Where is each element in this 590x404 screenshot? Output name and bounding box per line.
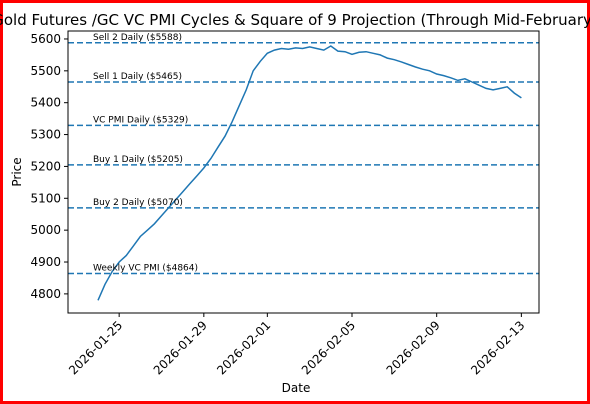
- level-label: Sell 2 Daily ($5588): [93, 33, 182, 43]
- level-label: Weekly VC PMI ($4864): [93, 263, 198, 273]
- y-tick-label: 4800: [30, 287, 61, 301]
- y-tick-label: 5400: [30, 96, 61, 110]
- chart-title: Gold Futures /GC VC PMI Cycles & Square …: [0, 11, 590, 29]
- level-label: Sell 1 Daily ($5465): [93, 72, 182, 82]
- axes-frame: [67, 30, 540, 314]
- x-tick-label: 2026-02-13: [468, 318, 527, 377]
- x-tick-label: 2026-01-29: [151, 318, 210, 377]
- x-tick-label: 2026-01-25: [66, 318, 125, 377]
- price-series-line: [97, 45, 522, 301]
- y-axis-label: Price: [10, 157, 24, 186]
- y-tick-label: 5500: [30, 64, 61, 78]
- level-label: Buy 2 Daily ($5070): [93, 198, 183, 208]
- y-tick-label: 5000: [30, 223, 61, 237]
- x-tick-label: 2026-02-05: [299, 318, 358, 377]
- plot-area: Sell 2 Daily ($5588) Sell 1 Daily ($5465)…: [68, 33, 539, 301]
- y-tick-label: 5300: [30, 128, 61, 142]
- x-tick-label: 2026-02-01: [214, 318, 273, 377]
- y-tick-label: 5100: [30, 191, 61, 205]
- y-tick-label: 5200: [30, 159, 61, 173]
- level-label: Buy 1 Daily ($5205): [93, 155, 183, 165]
- y-tick-label: 5600: [30, 32, 61, 46]
- x-axis-label: Date: [282, 381, 311, 395]
- x-tick-label: 2026-02-09: [384, 318, 443, 377]
- y-tick-label: 4900: [30, 255, 61, 269]
- level-label: VC PMI Daily ($5329): [93, 115, 188, 125]
